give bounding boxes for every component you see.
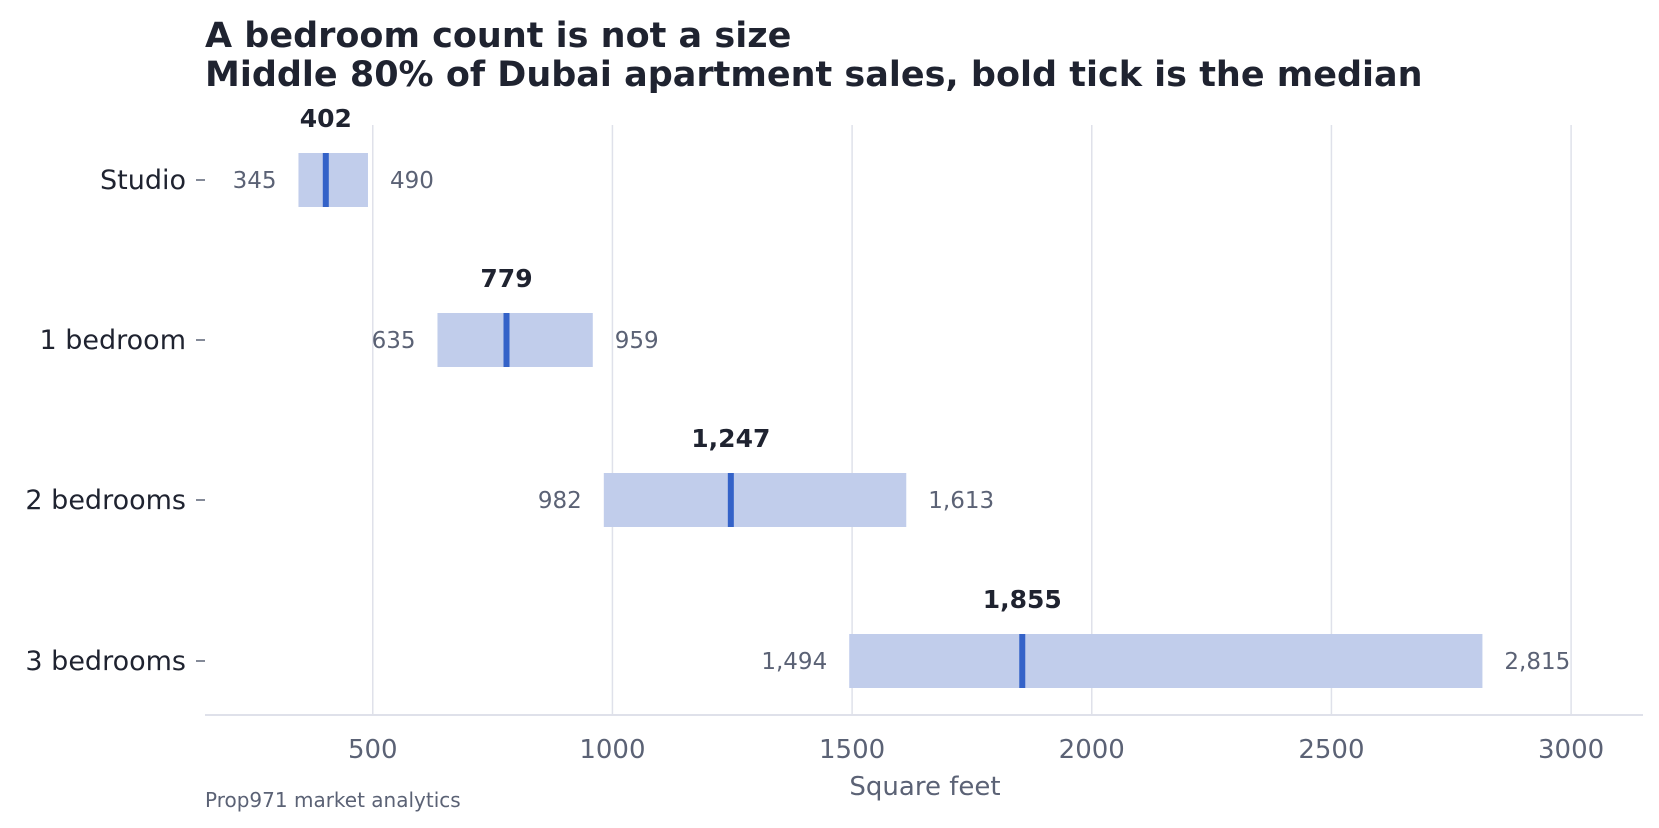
bars-layer: 345 490 402 635 959 779 982 1,613 1,247 1,494 2,81… bbox=[233, 104, 1570, 688]
p10-label-1-bedroom: 635 bbox=[372, 328, 416, 354]
chart-subtitle: Middle 80% of Dubai apartment sales, bol… bbox=[205, 55, 1423, 95]
x-tick-label-500: 500 bbox=[348, 735, 398, 765]
p90-label-2-bedrooms: 1,613 bbox=[928, 488, 994, 514]
grid-layer bbox=[372, 125, 1572, 715]
median-tick-1-bedroom bbox=[503, 313, 510, 367]
median-tick-2-bedrooms bbox=[727, 473, 734, 527]
range-bar-2-bedrooms bbox=[603, 473, 907, 527]
x-tick-label-1000: 1000 bbox=[579, 735, 645, 765]
p90-label-1-bedroom: 959 bbox=[615, 328, 659, 354]
range-bar-1-bedroom bbox=[437, 313, 593, 367]
category-label-studio: Studio bbox=[100, 165, 186, 196]
category-label-3-bedrooms: 3 bedrooms bbox=[25, 646, 186, 677]
p10-label-3-bedrooms: 1,494 bbox=[761, 649, 827, 675]
median-label-3-bedrooms: 1,855 bbox=[983, 585, 1062, 614]
median-tick-3-bedrooms bbox=[1019, 634, 1026, 688]
median-label-studio: 402 bbox=[300, 104, 352, 133]
chart-title: A bedroom count is not a size bbox=[205, 16, 791, 56]
range-bar-3-bedrooms bbox=[849, 634, 1483, 688]
range-bar-studio bbox=[298, 153, 368, 207]
p10-label-2-bedrooms: 982 bbox=[538, 488, 582, 514]
median-label-1-bedroom: 779 bbox=[480, 264, 532, 293]
category-label-2-bedrooms: 2 bedrooms bbox=[25, 485, 186, 516]
category-label-1-bedroom: 1 bedroom bbox=[40, 325, 187, 356]
x-tick-label-1500: 1500 bbox=[819, 735, 885, 765]
p10-label-studio: 345 bbox=[233, 168, 277, 194]
x-tick-layer: 500 1000 1500 2000 2500 3000 bbox=[348, 735, 1604, 765]
median-label-2-bedrooms: 1,247 bbox=[691, 424, 770, 453]
median-tick-studio bbox=[322, 153, 329, 207]
p90-label-3-bedrooms: 2,815 bbox=[1504, 649, 1570, 675]
x-tick-label-3000: 3000 bbox=[1538, 735, 1604, 765]
source-note: Prop971 market analytics bbox=[205, 788, 461, 812]
x-tick-label-2500: 2500 bbox=[1298, 735, 1364, 765]
p90-label-studio: 490 bbox=[390, 168, 434, 194]
x-axis-title: Square feet bbox=[849, 772, 1000, 802]
category-layer: Studio 1 bedroom 2 bedrooms 3 bedrooms bbox=[25, 165, 205, 677]
x-tick-label-2000: 2000 bbox=[1059, 735, 1125, 765]
